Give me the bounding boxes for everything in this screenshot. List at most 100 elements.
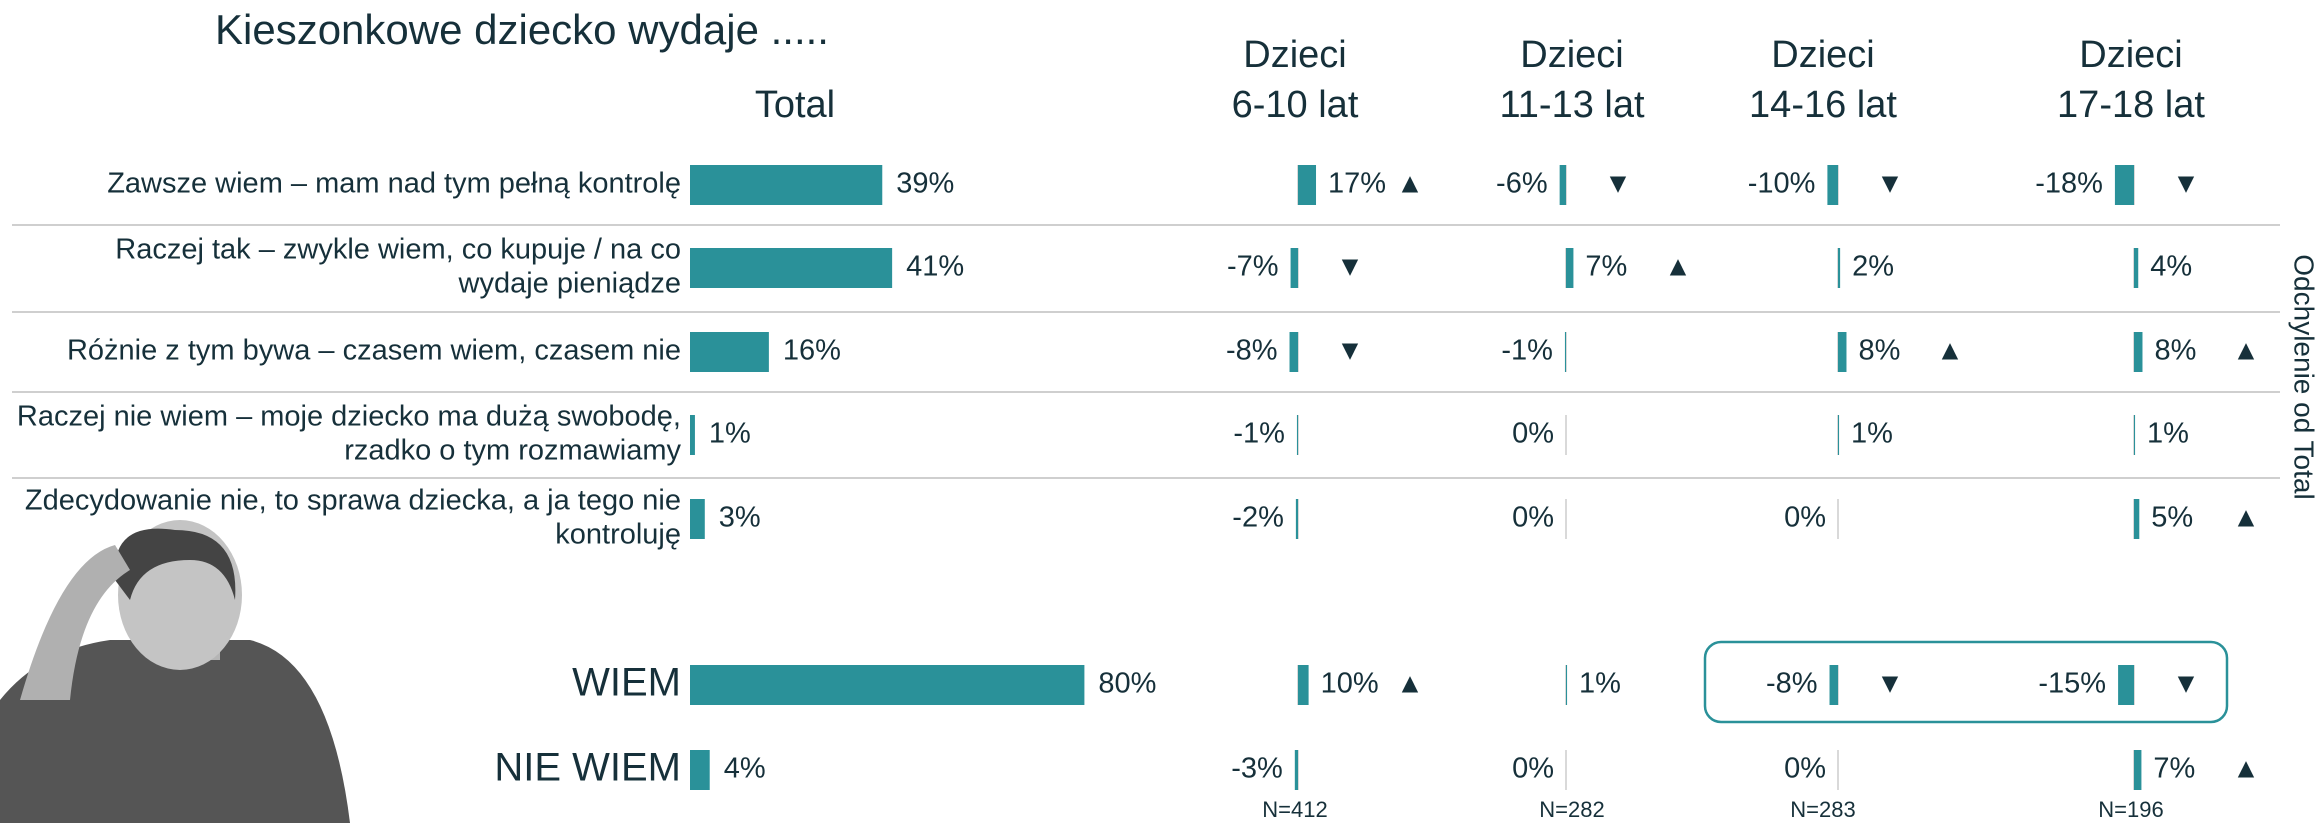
total-value-label: 4% (724, 753, 766, 785)
deviation-label: -10% (1748, 168, 1816, 200)
sample-size: N=283 (1790, 797, 1855, 822)
deviation-bar (1564, 332, 1566, 372)
deviation-label: 5% (2151, 502, 2193, 534)
total-value-label: 41% (906, 251, 964, 283)
deviation-bar (2114, 165, 2134, 205)
summary-label: NIE WIEM (494, 746, 681, 790)
significance-marker: ▲ (1396, 167, 1424, 198)
total-value-label: 1% (709, 418, 751, 450)
significance-marker: ▼ (2172, 167, 2200, 198)
deviation-label: 17% (1328, 168, 1386, 200)
side-label: Odchylenie od Total (2289, 254, 2320, 499)
deviation-bar (2134, 415, 2136, 455)
deviation-bar (2134, 499, 2140, 539)
deviation-bar (1290, 248, 1298, 288)
deviation-label: -3% (1231, 753, 1283, 785)
group-header: Dzieci (2079, 34, 2182, 76)
summary-label: WIEM (572, 661, 681, 705)
deviation-bar (2134, 750, 2142, 790)
deviation-label: 8% (1858, 335, 1900, 367)
deviation-label: 2% (1852, 251, 1894, 283)
row-label: rzadko o tym rozmawiamy (344, 435, 681, 467)
total-value-label: 3% (719, 502, 761, 534)
deviation-bar (1298, 165, 1317, 205)
significance-marker: ▲ (1664, 250, 1692, 281)
deviation-label: 0% (1784, 753, 1826, 785)
deviation-label: -1% (1501, 335, 1553, 367)
deviation-label: 0% (1512, 502, 1554, 534)
deviation-bar (1829, 665, 1838, 705)
significance-marker: ▼ (1604, 167, 1632, 198)
significance-marker: ▼ (1336, 250, 1364, 281)
group-header: 17-18 lat (2057, 84, 2205, 126)
chart-title: Kieszonkowe dziecko wydaje ..... (215, 6, 829, 53)
deviation-label: 0% (1784, 502, 1826, 534)
significance-marker: ▼ (1876, 667, 1904, 698)
deviation-bar (1295, 499, 1298, 539)
sample-size: N=282 (1539, 797, 1604, 822)
deviation-label: -18% (2035, 168, 2103, 200)
deviation-bar (1298, 665, 1309, 705)
deviation-bar (1566, 248, 1574, 288)
total-bar (690, 165, 883, 205)
significance-marker: ▼ (2172, 667, 2200, 698)
total-value-label: 39% (896, 168, 954, 200)
row-label: Różnie z tym bywa – czasem wiem, czasem … (67, 335, 681, 367)
deviation-label: 1% (1579, 668, 1621, 700)
deviation-label: -8% (1766, 668, 1818, 700)
significance-marker: ▲ (1936, 334, 1964, 365)
significance-marker: ▲ (2232, 501, 2260, 532)
total-bar (690, 332, 769, 372)
deviation-bar (2134, 248, 2139, 288)
group-header: 6-10 lat (1232, 84, 1359, 126)
significance-marker: ▼ (1876, 167, 1904, 198)
deviation-label: -15% (2038, 668, 2106, 700)
row-label: Zawsze wiem – mam nad tym pełną kontrolę (107, 168, 681, 200)
significance-marker: ▼ (1336, 334, 1364, 365)
deviation-bar (1566, 665, 1568, 705)
group-header: 11-13 lat (1499, 84, 1645, 126)
deviation-label: -7% (1227, 251, 1279, 283)
total-header: Total (755, 84, 835, 126)
group-header: Dzieci (1771, 34, 1874, 76)
deviation-label: 4% (2150, 251, 2192, 283)
highlight-box (1703, 640, 2229, 724)
row-label: wydaje pieniądze (458, 268, 681, 300)
deviation-bar (1827, 165, 1838, 205)
total-bar (690, 499, 705, 539)
group-header: 14-16 lat (1749, 84, 1897, 126)
deviation-bar (1838, 415, 1840, 455)
deviation-label: 7% (1585, 251, 1627, 283)
deviation-bar (1294, 750, 1298, 790)
total-value-label: 16% (783, 335, 841, 367)
sample-size: N=412 (1262, 797, 1327, 822)
person-illustration (0, 520, 350, 823)
total-bar (690, 248, 893, 288)
deviation-bar (1289, 332, 1298, 372)
total-bar (690, 750, 710, 790)
deviation-label: -8% (1226, 335, 1278, 367)
total-bar (690, 415, 695, 455)
deviation-bar (2118, 665, 2134, 705)
significance-marker: ▲ (1396, 667, 1424, 698)
deviation-label: 0% (1512, 418, 1554, 450)
deviation-bar (1296, 415, 1298, 455)
deviation-label: 7% (2153, 753, 2195, 785)
deviation-bar (1559, 165, 1566, 205)
deviation-label: 10% (1321, 668, 1379, 700)
deviation-label: 1% (1851, 418, 1893, 450)
deviation-bar (1838, 332, 1847, 372)
total-bar (690, 665, 1085, 705)
deviation-bar (2134, 332, 2143, 372)
deviation-label: -2% (1232, 502, 1284, 534)
group-header: Dzieci (1520, 34, 1623, 76)
group-header: Dzieci (1243, 34, 1346, 76)
row-label: Raczej tak – zwykle wiem, co kupuje / na… (115, 234, 681, 266)
deviation-label: -6% (1496, 168, 1548, 200)
deviation-bar (1838, 248, 1841, 288)
total-value-label: 80% (1098, 668, 1156, 700)
deviation-label: 1% (2147, 418, 2189, 450)
row-label: Raczej nie wiem – moje dziecko ma dużą s… (17, 401, 681, 433)
row-label: Zdecydowanie nie, to sprawa dziecka, a j… (25, 485, 681, 517)
